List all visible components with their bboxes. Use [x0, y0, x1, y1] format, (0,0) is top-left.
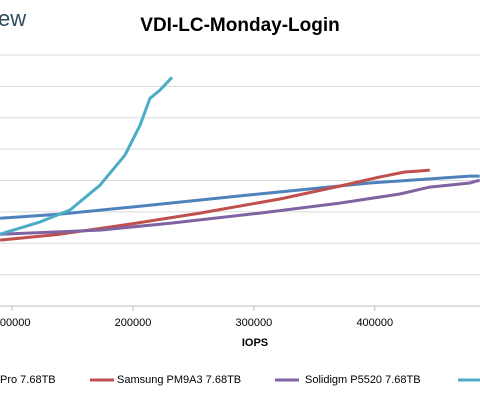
x-tick-label: 100000 — [0, 317, 30, 329]
series-line — [0, 76, 174, 236]
chart-title: VDI-LC-Monday-Login — [140, 15, 339, 36]
series-line — [0, 178, 480, 236]
x-axis-label: IOPS — [242, 337, 268, 349]
x-tick-label: 200000 — [115, 317, 152, 329]
legend-label: Pro 7.68TB — [0, 374, 56, 386]
x-tick-label: 400000 — [356, 317, 393, 329]
legend-label: Solidigm P5520 7.68TB — [305, 374, 421, 386]
x-tick-label: 300000 — [236, 317, 273, 329]
legend-label: Samsung PM9A3 7.68TB — [117, 374, 241, 386]
logo-text: ew — [0, 6, 26, 31]
